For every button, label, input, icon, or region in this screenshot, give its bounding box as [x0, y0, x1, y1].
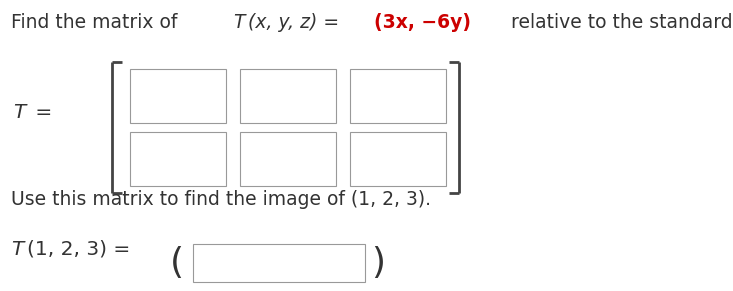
Text: Find the matrix of: Find the matrix of — [11, 13, 183, 32]
Text: (: ( — [170, 246, 184, 280]
Text: ): ) — [372, 246, 386, 280]
Text: (3x, −6y): (3x, −6y) — [374, 13, 471, 32]
Text: (1, 2, 3) =: (1, 2, 3) = — [27, 239, 130, 259]
FancyBboxPatch shape — [240, 132, 336, 186]
Text: Use this matrix to find the image of (1, 2, 3).: Use this matrix to find the image of (1,… — [11, 190, 431, 209]
FancyBboxPatch shape — [350, 69, 446, 123]
FancyBboxPatch shape — [350, 132, 446, 186]
FancyBboxPatch shape — [130, 132, 226, 186]
Text: T: T — [11, 239, 23, 259]
FancyBboxPatch shape — [130, 69, 226, 123]
Text: =: = — [29, 103, 52, 122]
FancyBboxPatch shape — [240, 69, 336, 123]
Text: T: T — [13, 103, 26, 122]
FancyBboxPatch shape — [193, 244, 365, 282]
Text: relative to the standard bases.: relative to the standard bases. — [498, 13, 733, 32]
Text: (x, y, z) =: (x, y, z) = — [248, 13, 345, 32]
Text: T: T — [233, 13, 245, 32]
